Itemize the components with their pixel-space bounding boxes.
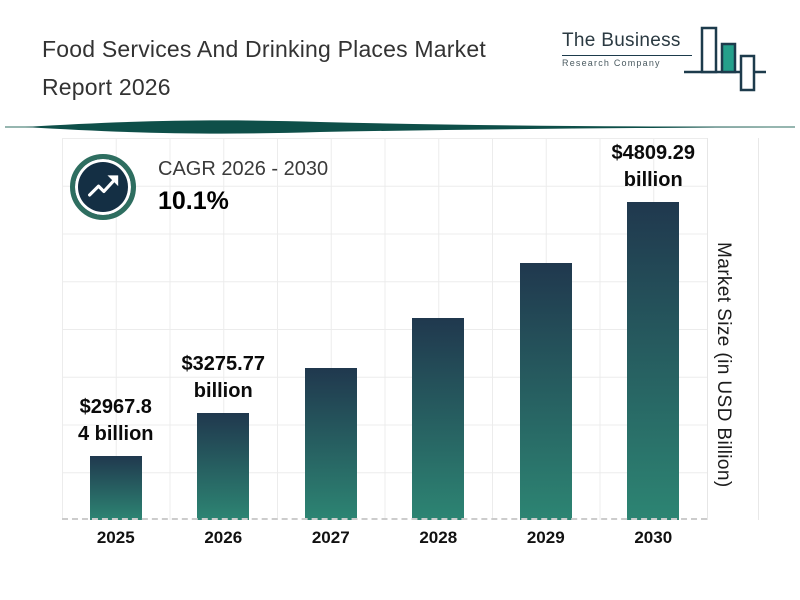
cagr-text: CAGR 2026 - 2030 10.1% <box>158 154 328 216</box>
logo-bars-icon <box>684 26 766 92</box>
x-tick-2028: 2028 <box>419 528 458 547</box>
cagr-value: 10.1% <box>158 187 229 215</box>
x-tick-2026: 2026 <box>204 528 243 547</box>
cagr-label: CAGR 2026 - 2030 <box>158 158 329 180</box>
x-tick-2030: 2030 <box>634 528 673 547</box>
x-tick-2029: 2029 <box>526 528 565 547</box>
label-line: $4809.29 <box>611 142 695 164</box>
x-axis-baseline <box>62 518 707 520</box>
bar-2028 <box>412 318 465 520</box>
bar-2027 <box>304 368 357 520</box>
label-line: $2967.8 <box>79 396 152 418</box>
x-tick-2025: 2025 <box>96 528 135 547</box>
bar-2030 <box>627 202 680 520</box>
y-axis-label: Market Size (in USD Billion) <box>713 241 734 488</box>
bar-column-2029 <box>492 138 600 520</box>
bar-2025 <box>89 456 142 520</box>
bar-column-2027 <box>277 138 385 520</box>
x-tick-2027: 2027 <box>311 528 350 547</box>
bar-column-2026: $3275.77 billion <box>170 138 278 520</box>
label-line: billion <box>623 169 683 191</box>
bar-2026 <box>197 413 250 520</box>
page-title: Food Services And Drinking Places Market… <box>42 30 562 106</box>
label-line: $3275.77 <box>181 353 265 375</box>
title-line-2: Report 2026 <box>42 74 171 100</box>
bar-column-2025: $2967.8 4 billion <box>62 138 170 520</box>
bar-value-label-2030: $4809.29 billion <box>612 140 695 194</box>
grid-line-right <box>758 138 759 520</box>
bars-group: $2967.8 4 billion $3275.77 billion <box>62 138 707 520</box>
bar-2029 <box>519 263 572 520</box>
bar-value-label-2026: $3275.77 billion <box>182 351 265 405</box>
logo-name: The Business <box>562 30 681 51</box>
bar-column-2030: $4809.29 billion <box>600 138 708 520</box>
chart-plot-area: $2967.8 4 billion $3275.77 billion <box>62 138 708 520</box>
logo-subtitle: Research Company <box>562 58 661 68</box>
logo-divider-line <box>562 55 692 56</box>
bar-value-label-2025: $2967.8 4 billion <box>78 394 154 448</box>
company-logo: The Business Research Company <box>562 26 766 110</box>
label-line: 4 billion <box>77 423 154 445</box>
x-axis-labels: 2025 2026 2027 2028 2029 2030 <box>62 528 707 548</box>
label-line: billion <box>193 380 253 402</box>
divider-lens <box>5 120 795 134</box>
bar-column-2028 <box>385 138 493 520</box>
title-line-1: Food Services And Drinking Places Market <box>42 36 486 62</box>
growth-arrow-icon <box>70 154 136 220</box>
cagr-badge: CAGR 2026 - 2030 10.1% <box>70 154 328 220</box>
